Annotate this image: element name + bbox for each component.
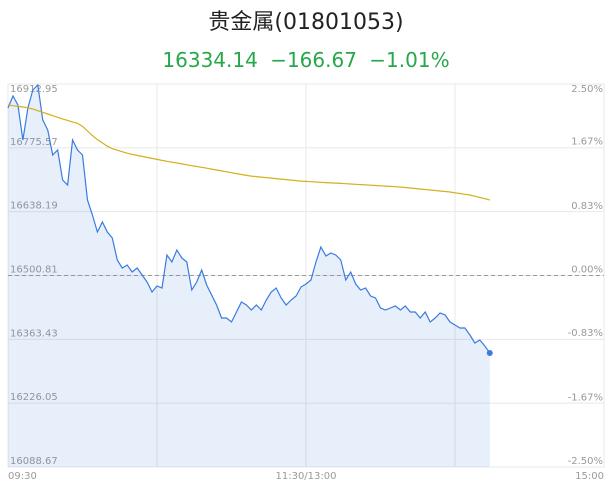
x-tick-label: 15:00: [575, 471, 604, 482]
y2-tick-label: 2.50%: [571, 84, 603, 95]
percent-change: −1.01%: [369, 48, 449, 72]
y2-tick-label: 0.00%: [571, 265, 603, 276]
y-tick-label: 16088.67: [10, 456, 58, 467]
y2-tick-label: -0.83%: [568, 328, 603, 339]
y2-tick-label: -2.50%: [568, 456, 603, 467]
chart-title: 贵金属(01801053): [208, 10, 403, 35]
price-line: [7, 83, 491, 354]
y-tick-label: 16500.81: [10, 265, 58, 276]
chart-subtitle: 16334.14 −166.67 −1.01%: [162, 48, 449, 72]
last-point: [486, 349, 493, 356]
price-area: [8, 85, 490, 467]
y-tick-label: 16363.43: [10, 328, 58, 339]
y2-tick-label: 1.67%: [571, 137, 603, 148]
y2-tick-label: -1.67%: [568, 392, 603, 403]
y-tick-label: 16775.57: [10, 137, 58, 148]
y2-tick-label: 0.83%: [571, 201, 603, 212]
y-tick-label: 16638.19: [10, 201, 58, 212]
price-change: −166.67: [270, 48, 357, 72]
y-tick-label: 16226.05: [10, 392, 58, 403]
x-tick-label: 09:30: [8, 471, 37, 482]
average-line: [7, 104, 490, 201]
last-price: 16334.14: [162, 48, 257, 72]
x-tick-label: 11:30/13:00: [275, 471, 336, 482]
